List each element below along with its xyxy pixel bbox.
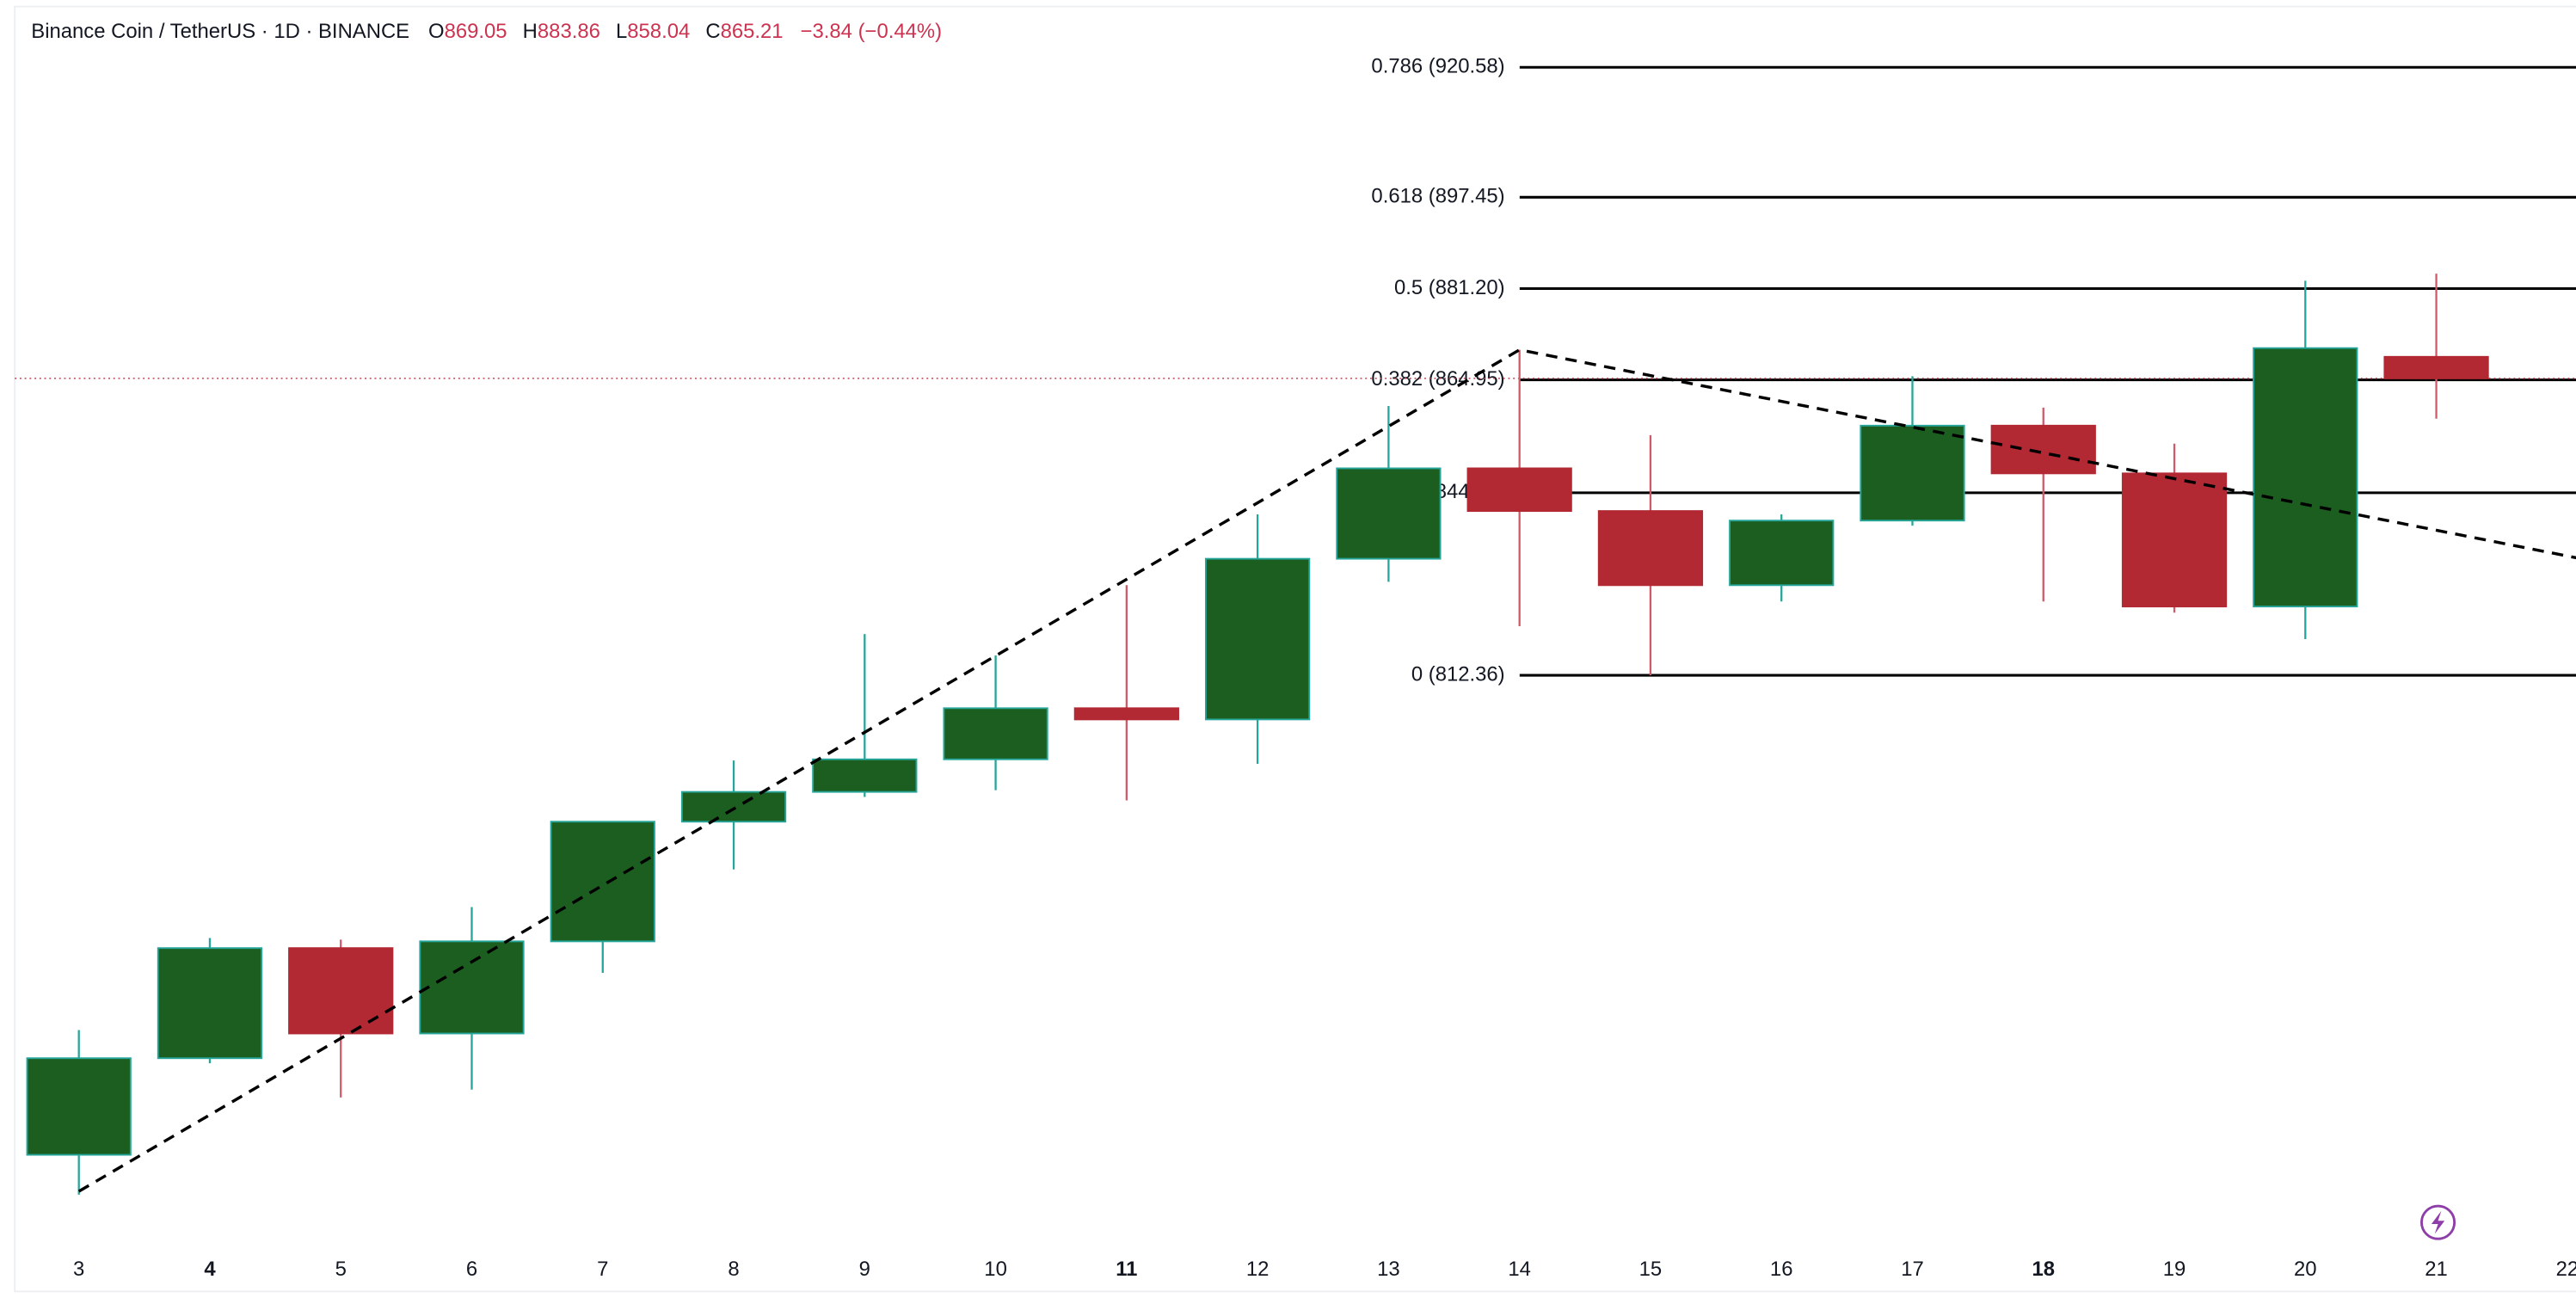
trend-line: [77, 348, 2576, 1193]
candle-body: [1860, 424, 1965, 522]
x-tick-label: 15: [1639, 1258, 1663, 1281]
candle: [1860, 376, 1965, 526]
x-tick-label: 16: [1770, 1258, 1793, 1281]
candle-body: [680, 790, 787, 823]
candle-body: [157, 947, 263, 1060]
candle: [26, 1030, 132, 1195]
fib-label: 0.5 (881.20): [1394, 276, 1505, 299]
candle: [1205, 514, 1311, 764]
x-tick-label: 10: [984, 1258, 1007, 1281]
change-value: −3.84 (−0.44%): [801, 21, 942, 44]
candle: [1336, 405, 1442, 582]
low-value: 858.04: [627, 21, 690, 44]
candle-body: [550, 821, 655, 943]
chart-frame: [14, 5, 2576, 1293]
x-tick-label: 14: [1508, 1258, 1531, 1281]
symbol: Binance Coin / TetherUS · 1D · BINANCE: [31, 21, 409, 44]
candle: [812, 634, 918, 797]
candle-body: [419, 940, 525, 1035]
candle: [2121, 443, 2228, 613]
candle: [1597, 434, 1704, 676]
low-label: L: [616, 21, 627, 44]
fib-label: 0.786 (920.58): [1371, 55, 1504, 78]
x-tick-label: 7: [597, 1258, 608, 1281]
fib-label: 0.618 (897.45): [1371, 185, 1504, 208]
x-tick-label: 22: [2556, 1258, 2576, 1281]
candle-body: [26, 1057, 132, 1156]
x-tick-label: 8: [728, 1258, 739, 1281]
candle: [1073, 585, 1179, 801]
x-tick-label: 18: [2032, 1258, 2055, 1281]
candle: [157, 938, 263, 1064]
fib-label: 0 (812.36): [1411, 662, 1505, 686]
candle: [680, 760, 787, 870]
candle-body: [2121, 472, 2228, 608]
chart-header: Binance Coin / TetherUS · 1D · BINANCE O…: [31, 21, 942, 44]
lightning-icon[interactable]: [2420, 1204, 2456, 1240]
close-label: C: [705, 21, 720, 44]
high-label: H: [523, 21, 538, 44]
candle: [2383, 274, 2489, 419]
candle-body: [1597, 510, 1704, 587]
open-label: O: [428, 21, 445, 44]
candle: [419, 907, 525, 1090]
x-tick-label: 9: [859, 1258, 870, 1281]
x-tick-label: 21: [2425, 1258, 2448, 1281]
candle-body: [1205, 557, 1311, 721]
x-tick-label: 11: [1116, 1258, 1137, 1281]
candle: [550, 821, 655, 973]
x-tick-label: 12: [1246, 1258, 1270, 1281]
candle: [1466, 349, 1572, 626]
candle: [943, 655, 1048, 790]
candle-body: [288, 947, 394, 1035]
candle: [1990, 407, 2096, 602]
x-tick-label: 6: [466, 1258, 477, 1281]
candle-body: [812, 758, 918, 793]
candle-body: [2383, 355, 2489, 379]
candle-body: [2253, 347, 2358, 608]
candle-body: [1990, 424, 2096, 475]
open-value: 869.05: [445, 21, 507, 44]
candle-body: [943, 707, 1048, 760]
candle-body: [1466, 467, 1572, 513]
high-value: 883.86: [538, 21, 600, 44]
x-tick-label: 4: [204, 1258, 216, 1281]
candle: [1729, 514, 1835, 602]
x-tick-label: 13: [1377, 1258, 1400, 1281]
x-tick-label: 5: [335, 1258, 347, 1281]
candle-body: [1073, 707, 1179, 721]
x-tick-label: 19: [2163, 1258, 2186, 1281]
close-value: 865.21: [721, 21, 784, 44]
x-tick-label: 3: [73, 1258, 84, 1281]
x-tick-label: 20: [2294, 1258, 2317, 1281]
x-tick-label: 17: [1901, 1258, 1924, 1281]
candle: [2253, 280, 2358, 640]
candle-body: [1336, 467, 1442, 560]
candle-body: [1729, 520, 1835, 587]
